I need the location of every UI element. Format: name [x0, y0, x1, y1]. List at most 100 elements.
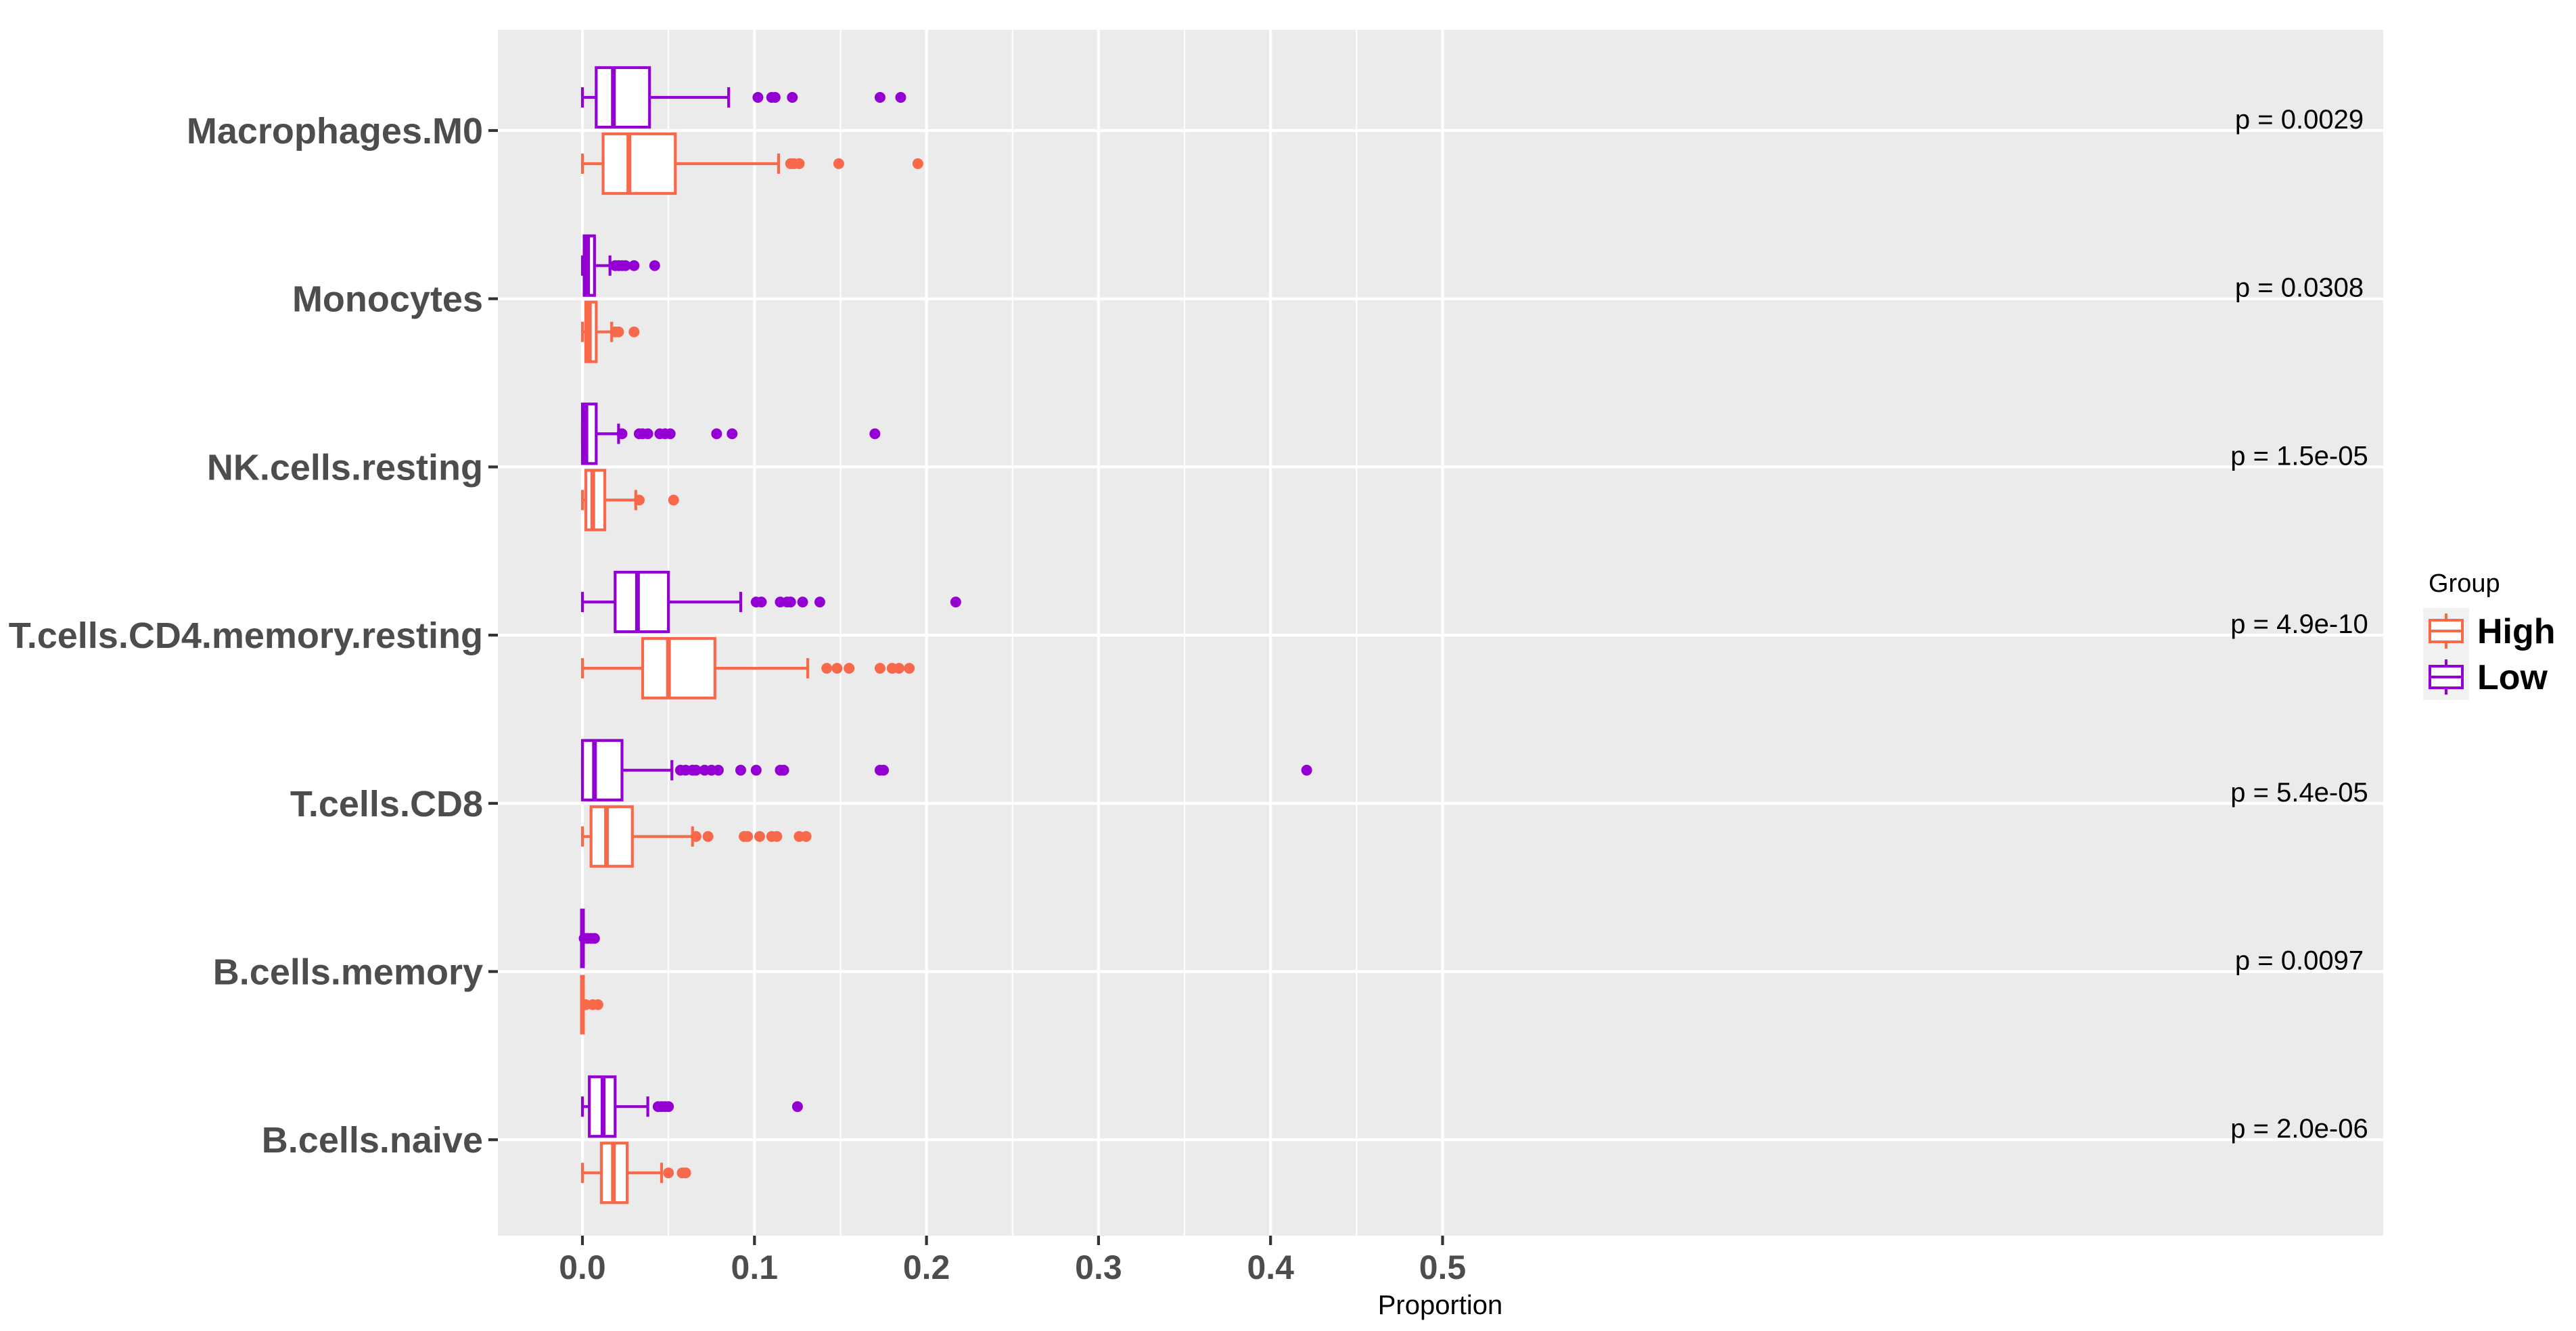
outlier-point — [771, 831, 783, 842]
p-value-label: p = 4.9e-10 — [2230, 609, 2368, 639]
outlier-point — [893, 663, 904, 674]
box-iqr — [601, 132, 677, 195]
outlier-point — [844, 663, 855, 674]
outlier-point — [769, 92, 781, 103]
outlier-point — [690, 831, 702, 842]
box-iqr — [589, 805, 634, 868]
p-value-label: p = 5.4e-05 — [2230, 778, 2368, 808]
outlier-point — [821, 663, 833, 674]
box-iqr — [584, 469, 607, 532]
outlier-point — [663, 1167, 674, 1179]
outlier-point — [787, 92, 798, 103]
legend: Group High Low — [2423, 569, 2556, 700]
y-tick-label: T.cells.CD4.memory.resting — [9, 615, 483, 656]
boxplot-high — [580, 636, 915, 700]
outlier-point — [642, 428, 653, 440]
boxplot-high — [580, 469, 679, 532]
legend-label: High — [2477, 612, 2556, 651]
boxplot-low — [580, 402, 881, 465]
outlier-point — [727, 428, 738, 440]
p-value-labels: p = 0.0029 p = 0.0308 p = 1.5e-05 p = 4.9e-… — [2230, 105, 2368, 1144]
outlier-point — [904, 663, 915, 674]
box-iqr — [641, 636, 716, 700]
outlier-point — [742, 831, 754, 842]
p-value-label: p = 0.0097 — [2235, 946, 2364, 976]
legend-label: Low — [2477, 658, 2548, 697]
y-tick-label: Monocytes — [292, 279, 483, 320]
outlier-point — [831, 663, 843, 674]
outlier-point — [756, 597, 767, 608]
outlier-point — [800, 831, 812, 842]
box-iqr — [595, 66, 651, 129]
boxplot-low — [580, 570, 961, 634]
box-series — [578, 66, 1312, 1205]
p-value-label: p = 2.0e-06 — [2230, 1114, 2368, 1144]
outlier-point — [613, 326, 624, 337]
boxplot-high — [580, 132, 923, 195]
y-tick-label: B.cells.naive — [262, 1120, 483, 1161]
outlier-point — [680, 1167, 691, 1179]
outlier-point — [649, 260, 660, 271]
box-iqr — [580, 739, 624, 801]
p-value-label: p = 0.0308 — [2235, 273, 2364, 303]
outlier-point — [633, 494, 645, 506]
outlier-point — [874, 92, 886, 103]
outlier-point — [778, 764, 789, 776]
boxplot-low — [580, 1075, 803, 1138]
outlier-point — [620, 260, 631, 271]
x-axis-title: Proportion — [1378, 1290, 1503, 1320]
outlier-point — [912, 158, 923, 169]
x-tick-label: 0.0 — [559, 1248, 606, 1286]
outlier-point — [752, 92, 764, 103]
outlier-point — [616, 428, 628, 440]
x-tick-label: 0.2 — [903, 1248, 950, 1286]
outlier-point — [950, 597, 961, 608]
x-tick-label: 0.3 — [1075, 1248, 1122, 1286]
boxplot-high — [580, 805, 812, 868]
boxplot-high — [580, 300, 640, 363]
outlier-point — [592, 999, 603, 1010]
x-tick-label: 0.4 — [1247, 1248, 1294, 1286]
outlier-point — [628, 260, 640, 271]
p-value-label: p = 0.0029 — [2235, 105, 2364, 135]
outlier-point — [797, 597, 808, 608]
outlier-point — [785, 597, 796, 608]
outlier-point — [690, 764, 702, 776]
minor-gridlines — [668, 30, 1358, 1236]
outlier-point — [754, 831, 765, 842]
y-tick-label: NK.cells.resting — [207, 447, 483, 488]
boxplot-low — [580, 234, 660, 297]
outlier-point — [878, 764, 890, 776]
boxplot-high — [580, 975, 603, 1035]
legend-key-low — [2423, 654, 2469, 700]
boxplot-low — [580, 66, 906, 129]
y-tick-label: B.cells.memory — [213, 952, 483, 993]
box-iqr — [614, 570, 670, 634]
plot-panel — [498, 30, 2383, 1236]
y-tick-label: Macrophages.M0 — [187, 111, 483, 151]
outlier-point — [814, 597, 825, 608]
outlier-point — [874, 663, 886, 674]
outlier-point — [895, 92, 906, 103]
outlier-point — [833, 158, 844, 169]
outlier-point — [791, 1101, 803, 1113]
outlier-point — [664, 428, 676, 440]
y-axis: Macrophages.M0 Monocytes NK.cells.resting T… — [9, 111, 498, 1161]
outlier-point — [702, 831, 714, 842]
legend-key-high — [2423, 608, 2469, 654]
outlier-point — [589, 933, 600, 944]
outlier-point — [794, 158, 805, 169]
outlier-point — [750, 764, 762, 776]
p-value-label: p = 1.5e-05 — [2230, 441, 2368, 471]
outlier-point — [711, 428, 722, 440]
outlier-point — [869, 428, 881, 440]
outlier-point — [712, 764, 724, 776]
outlier-point — [668, 494, 679, 506]
y-tick-label: T.cells.CD8 — [290, 784, 483, 824]
outlier-point — [663, 1101, 674, 1113]
boxplot-high — [580, 1142, 691, 1205]
outlier-point — [735, 764, 746, 776]
outlier-point — [628, 326, 640, 337]
x-tick-label: 0.5 — [1419, 1248, 1467, 1286]
